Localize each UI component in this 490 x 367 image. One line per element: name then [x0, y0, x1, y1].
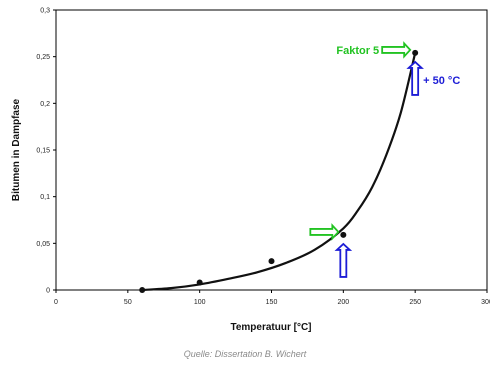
x-tick-label: 300 [481, 299, 490, 306]
plot-frame [55, 9, 488, 291]
y-tick-label: 0,3 [40, 8, 50, 15]
plot-area [55, 9, 488, 291]
trendline-layer [142, 52, 417, 292]
y-tick-label: 0,25 [36, 54, 50, 61]
chart: 0 50 100 150 200 250 300 0 0,05 0,1 0,15 0,2 0,25 0,3… [11, 8, 490, 334]
annotation-arrows: Faktor 5 + 50 °C [309, 41, 460, 278]
x-axis-title: Temperatuur [°C] [230, 322, 311, 333]
x-tick-label: 0 [54, 299, 58, 306]
y-tick-label: 0 [46, 288, 50, 295]
green-arrow [381, 41, 412, 59]
trendline [142, 52, 417, 292]
x-tick-label: 50 [124, 299, 132, 306]
green-arrow [309, 223, 340, 241]
blue-arrow [334, 242, 353, 278]
source-note: Quelle: Dissertation B. Wichert [183, 349, 307, 359]
data-point [412, 49, 419, 56]
data-points [139, 49, 419, 293]
x-tick-label: 150 [266, 299, 278, 306]
x-tick-label: 200 [337, 299, 349, 306]
y-tick-label: 0,15 [36, 148, 50, 155]
y-tick-label: 0,2 [40, 101, 50, 108]
axis-ticks: 0 50 100 150 200 250 300 0 0,05 0,1 0,15 0,2 0,25 0,3 [36, 8, 490, 307]
x-tick-label: 100 [194, 299, 206, 306]
annotation-faktor: Faktor 5 [336, 45, 379, 57]
y-axis-title: Bitumen in Dampfase [11, 98, 22, 201]
y-tick-label: 0,1 [40, 194, 50, 201]
blue-arrow [406, 60, 424, 96]
x-tick-label: 250 [409, 299, 421, 306]
data-point [268, 258, 275, 265]
data-point [196, 279, 203, 286]
data-point [340, 231, 347, 238]
data-point [139, 287, 146, 293]
y-tick-label: 0,05 [36, 241, 50, 248]
annotation-temp: + 50 °C [423, 75, 460, 87]
